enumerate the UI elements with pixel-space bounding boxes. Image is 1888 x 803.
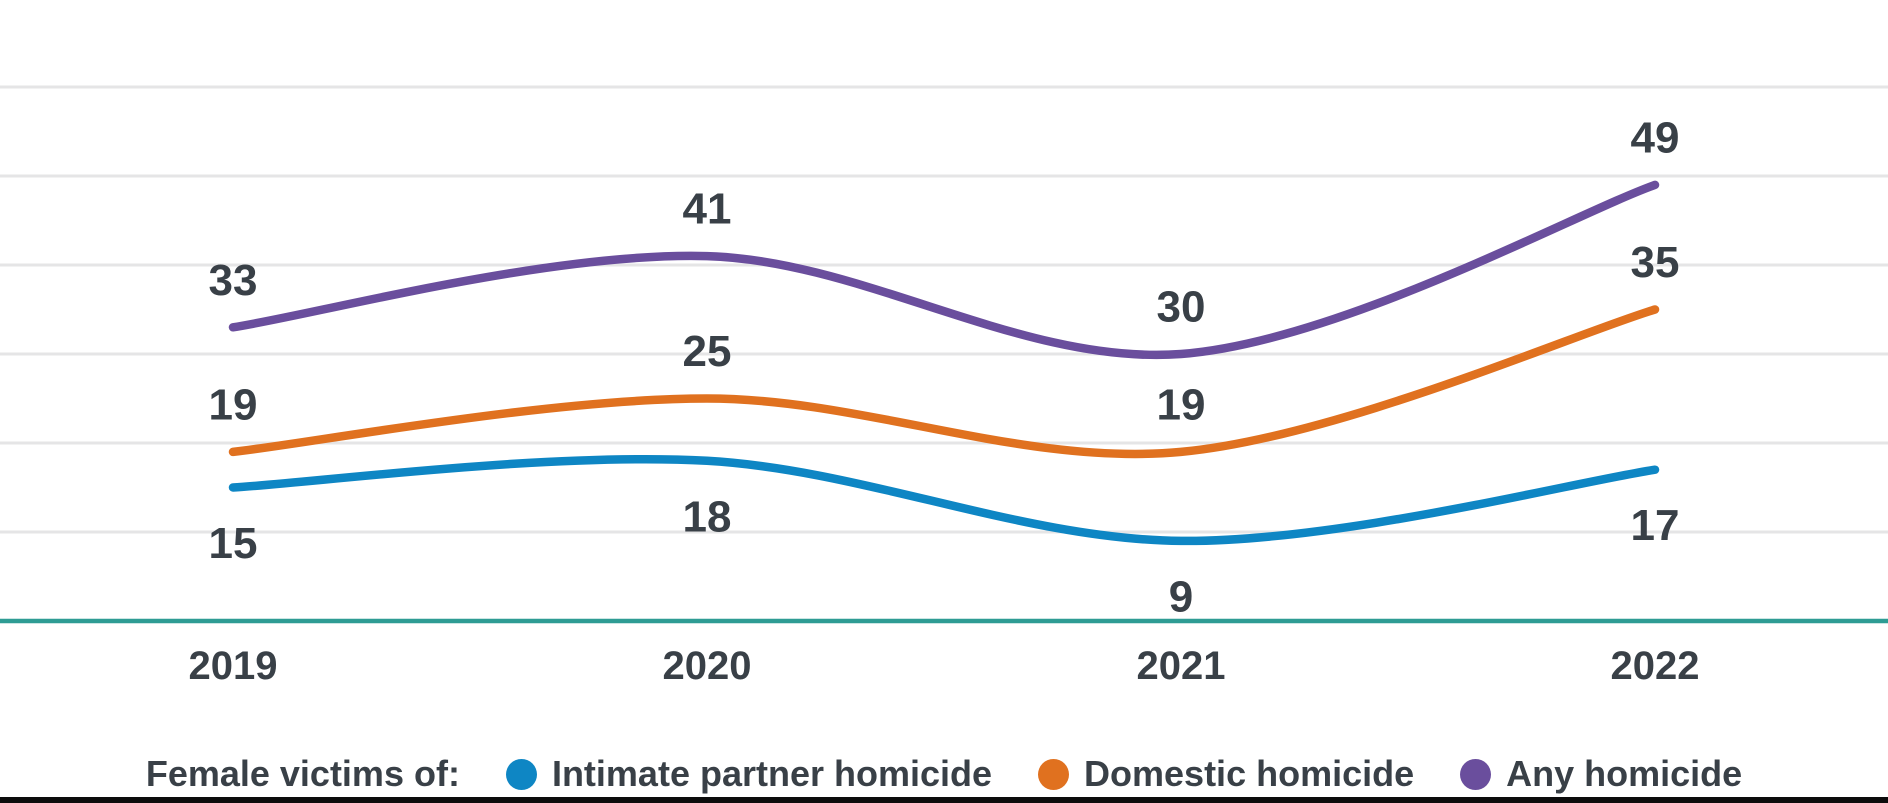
value-label: 19: [1157, 380, 1206, 429]
chart-legend: Female victims of: Intimate partner homi…: [0, 753, 1888, 795]
legend-item-label: Domestic homicide: [1084, 753, 1415, 794]
legend-item-label: Any homicide: [1506, 753, 1743, 794]
legend-dot-icon: [1460, 758, 1492, 790]
value-label: 30: [1157, 283, 1206, 332]
value-label: 41: [683, 185, 732, 234]
value-label: 35: [1631, 238, 1680, 287]
legend-dot-icon: [505, 758, 537, 790]
series-line-domestic-homicide: [228, 305, 1660, 459]
value-label: 9: [1169, 572, 1193, 621]
value-label: 25: [683, 327, 732, 376]
value-label: 19: [209, 380, 258, 429]
series-line-any-homicide: [228, 180, 1660, 360]
x-axis-tick-label: 2019: [189, 644, 278, 688]
bottom-border-bar: [0, 797, 1888, 803]
legend-item-intimate-partner-homicide: Intimate partner homicide: [505, 753, 993, 795]
value-label: 18: [683, 492, 732, 541]
legend-item-domestic-homicide: Domestic homicide: [1038, 753, 1414, 795]
value-label: 33: [209, 256, 258, 305]
legend-item-any-homicide: Any homicide: [1460, 753, 1742, 795]
x-axis-tick-label: 2021: [1137, 644, 1226, 688]
value-label: 17: [1631, 501, 1680, 550]
series-line-intimate-partner-homicide: [228, 454, 1660, 546]
x-axis-tick-label: 2022: [1611, 644, 1700, 688]
value-label: 49: [1631, 113, 1680, 162]
legend-dot-icon: [1038, 758, 1070, 790]
legend-item-label: Intimate partner homicide: [551, 753, 993, 794]
value-label: 15: [209, 519, 258, 568]
legend-title: Female victims of:: [145, 753, 460, 794]
x-axis-tick-label: 2020: [663, 644, 752, 688]
line-chart: 15 18 9 17 19 25 19 35 33 41 30 49 2019 2020 2021 2022: [0, 85, 1888, 688]
